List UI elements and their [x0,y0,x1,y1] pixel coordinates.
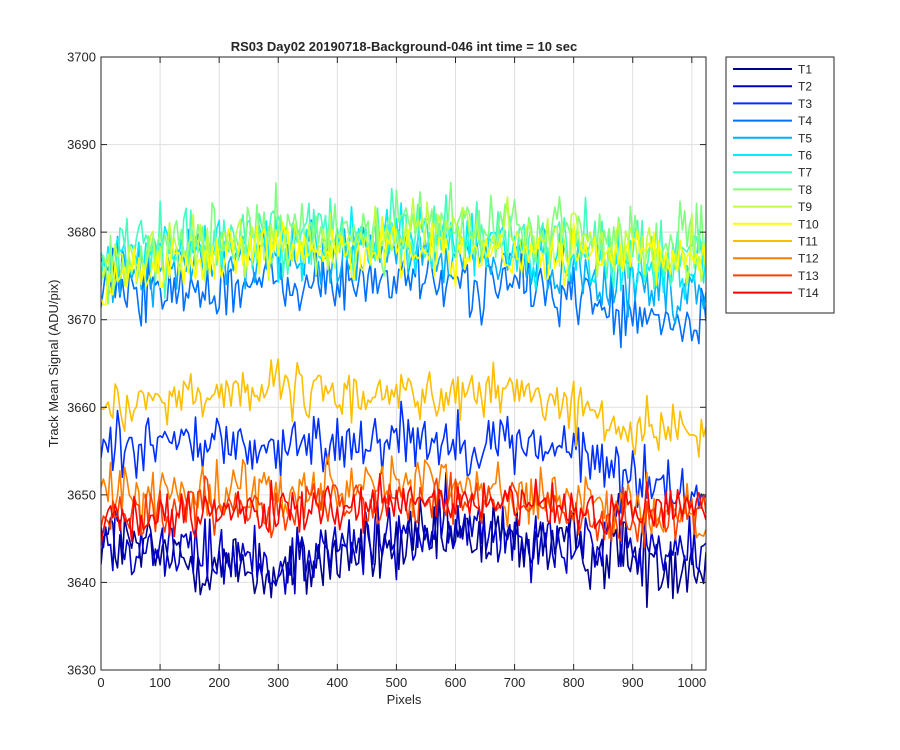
legend-label: T6 [798,149,812,163]
legend-label: T4 [798,114,812,128]
chart-title: RS03 Day02 20190718-Background-046 int t… [231,39,578,54]
series-line-t12 [101,453,706,539]
y-tick-label: 3630 [67,663,96,678]
legend-label: T5 [798,131,812,145]
y-tick-label: 3640 [67,575,96,590]
legend-label: T1 [798,63,812,77]
series-line-t1 [101,488,706,608]
legend-label: T9 [798,200,812,214]
ticks: 0 100 200 300 400 500 600 700 800 900 1000 3630 3640… [67,50,706,691]
legend-label: T14 [798,286,819,300]
x-tick-label: 500 [386,675,408,690]
x-tick-label: 400 [326,675,348,690]
series-line-t9 [101,196,706,287]
legend-label: T3 [798,97,812,111]
legend-label: T2 [798,80,812,94]
y-axis-label: Track Mean Signal (ADU/pix) [46,280,61,448]
series-line-t10 [101,220,706,306]
legend: T1 T2 T3 T4 T5 T6 T7 T8 T9 T10 T11 T12 T13 T14 [725,56,835,314]
legend-label: T7 [798,166,812,180]
legend-label: T8 [798,183,812,197]
x-axis-label: Pixels [387,692,422,707]
legend-box [725,56,835,314]
legend-label: T12 [798,252,819,266]
y-tick-label: 3660 [67,400,96,415]
series-line-t3 [101,400,706,514]
legend-label: T11 [798,235,818,249]
series-line-t8 [101,181,706,305]
legend-label: T13 [798,269,819,283]
x-tick-label: 1000 [677,675,706,690]
y-tick-label: 3650 [67,487,96,502]
legend-label: T10 [798,217,819,231]
x-tick-label: 200 [208,675,230,690]
y-tick-label: 3680 [67,225,96,240]
y-tick-label: 3670 [67,312,96,327]
x-tick-label: 700 [504,675,526,690]
series-line-t11 [101,358,706,458]
series-line-t13 [101,471,706,549]
x-tick-label: 0 [97,675,104,690]
x-tick-label: 800 [563,675,585,690]
x-tick-label: 600 [445,675,467,690]
plot-area [101,57,706,670]
series-line-t14 [101,473,706,547]
x-tick-label: 900 [622,675,644,690]
x-tick-label: 100 [149,675,171,690]
series-group [101,181,706,608]
axes-box [100,56,707,671]
series-line-t7 [101,187,706,299]
y-tick-label: 3690 [67,137,96,152]
x-tick-label: 300 [267,675,289,690]
y-tick-label: 3700 [67,50,96,65]
